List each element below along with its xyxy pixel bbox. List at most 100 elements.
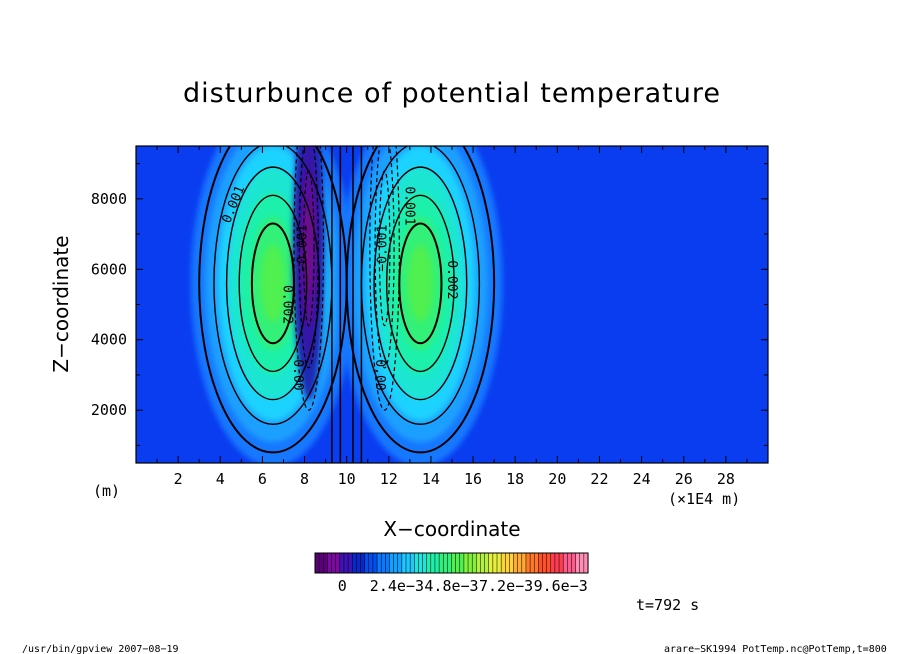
colorbar-swatch [414, 552, 419, 574]
contour-negative-lobe-1-2 [302, 170, 315, 327]
colorbar-swatch [538, 552, 544, 574]
colorbar-swatch [343, 552, 349, 574]
x-tick-label: 16 [464, 470, 482, 488]
field-positive-lobe-0-level-6 [260, 244, 286, 323]
colorbar-tick-label: 2.4e−3 [370, 577, 424, 595]
colorbar-swatch [434, 552, 440, 574]
colorbar-swatch [533, 552, 539, 574]
colorbar-swatch [463, 552, 469, 574]
contour-label-1: 0.002 [279, 285, 294, 324]
y-tick-label: 4000 [91, 331, 127, 349]
x-tick-label: 24 [633, 470, 651, 488]
colorbar-frame [314, 552, 589, 574]
colorbar-swatch [558, 552, 564, 574]
x-tick-label: 10 [338, 470, 356, 488]
y-tick-label: 2000 [91, 401, 127, 419]
colorbar-swatch [372, 552, 378, 574]
contour-positive-lobe-3-0 [345, 146, 496, 454]
x-tick-label: 12 [380, 470, 398, 488]
contour-negative-lobe-1-1 [298, 146, 319, 369]
colorbar-swatch [335, 552, 341, 574]
x-tick-label: 14 [422, 470, 440, 488]
contour-positive-lobe-0-4 [250, 222, 295, 345]
contour-negative-lobe-1-0 [293, 146, 325, 411]
colorbar-swatch [492, 552, 498, 574]
contour-negative-lobe-2-1 [374, 146, 395, 369]
colorbar-swatch [380, 552, 386, 574]
colorbar-swatch [579, 552, 585, 574]
y-tick-label: 6000 [91, 260, 127, 278]
colorbar-swatch [451, 552, 457, 574]
colorbar-swatch [397, 552, 403, 574]
colorbar-swatch [542, 552, 548, 574]
contour-label-6: 0.002 [444, 260, 459, 299]
colorbar-swatch [442, 552, 448, 574]
colorbar-swatch [509, 552, 515, 574]
contour-positive-lobe-3-2 [373, 166, 468, 401]
x-unit-left: (m) [93, 482, 120, 500]
colorbar-swatch [368, 552, 374, 574]
colorbar-swatch [484, 552, 490, 574]
contour-label-3: −0.001 [296, 225, 311, 272]
contour-positive-lobe-3-4 [398, 222, 443, 345]
colorbar-swatch [405, 552, 411, 574]
colorbar-swatch [488, 552, 494, 574]
colorbar-swatch [385, 552, 391, 574]
y-tick-label: 8000 [91, 190, 127, 208]
contour-label-4: 0.001 [402, 186, 417, 225]
contour-label-5: −0.001 [376, 225, 391, 272]
colorbar-swatch [571, 552, 577, 574]
x-axis-title: X−coordinate [383, 517, 520, 541]
colorbar-swatch [459, 552, 465, 574]
colorbar-swatch [505, 552, 510, 574]
colorbar-swatch [409, 552, 415, 574]
contour-negative-lobe-2-0 [369, 146, 400, 411]
colorbar-swatch [393, 552, 399, 574]
colorbar-swatch [525, 552, 531, 574]
contour-positive-lobe-0-3 [238, 194, 308, 373]
colorbar-swatch [422, 552, 428, 574]
chart-title: disturbunce of potential temperature [183, 78, 721, 109]
colorbar-swatch [513, 552, 519, 574]
colorbar-tick-label: 0 [338, 577, 347, 595]
colorbar-swatch [347, 552, 353, 574]
colorbar-swatch [562, 552, 568, 574]
time-label: t=792 s [636, 596, 699, 614]
colorbar-swatch [575, 552, 581, 574]
colorbar-swatch [323, 552, 328, 574]
colorbar-swatch [351, 552, 357, 574]
colorbar-swatch [327, 552, 333, 574]
colorbar-swatch [356, 552, 362, 574]
colorbar-swatch [546, 552, 552, 574]
colorbar-swatch [567, 552, 573, 574]
colorbar-swatch [476, 552, 482, 574]
contour-label-7: 0.00 [372, 359, 387, 390]
colorbar-swatch [376, 552, 382, 574]
field-positive-lobe-3-level-6 [407, 244, 434, 323]
colorbar-swatch [496, 552, 502, 574]
colorbar-swatch [430, 552, 436, 574]
colorbar-swatch [360, 552, 366, 574]
colorbar-swatch [467, 552, 473, 574]
colorbar-swatch [471, 552, 477, 574]
colorbar-swatch [500, 552, 506, 574]
colorbar-swatch [554, 552, 560, 574]
footer-left: /usr/bin/gpview 2007−08−19 [22, 644, 179, 654]
colorbar-tick-label: 4.8e−3 [424, 577, 478, 595]
colorbar-swatch [521, 552, 527, 574]
colorbar-swatch [389, 552, 395, 574]
colorbar-swatch [418, 552, 424, 574]
x-tick-label: 22 [590, 470, 608, 488]
footer-right: arare−SK1994_PotTemp.nc@PotTemp,t=800 [664, 644, 887, 654]
x-tick-label: 6 [258, 470, 267, 488]
colorbar-swatch [314, 552, 320, 574]
colorbar-swatch [529, 552, 535, 574]
y-axis-title: Z−coordinate [49, 235, 73, 372]
colorbar [314, 552, 589, 574]
colorbar-swatch [331, 552, 337, 574]
contour-label-2: 0.00 [290, 359, 305, 390]
colorbar-swatch [339, 552, 345, 574]
y-axis: 2000 4000 6000 8000 [91, 163, 768, 446]
colorbar-tick-label: 7.2e−3 [479, 577, 533, 595]
